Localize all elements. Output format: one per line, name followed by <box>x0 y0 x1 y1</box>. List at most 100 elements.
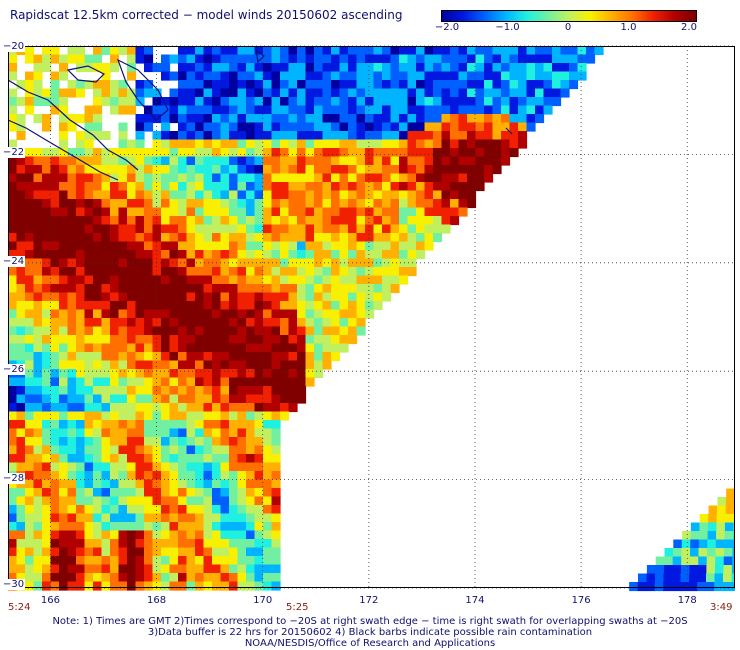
heatmap-cell <box>229 309 239 319</box>
heatmap-cell <box>33 88 43 98</box>
heatmap-cell <box>144 318 154 328</box>
heatmap-cell <box>263 437 273 447</box>
heatmap-cell <box>339 80 349 90</box>
heatmap-cell <box>118 556 128 566</box>
heatmap-cell <box>348 216 358 226</box>
heatmap-cell <box>382 156 392 166</box>
heatmap-cell <box>450 97 460 107</box>
heatmap-cell <box>322 131 332 141</box>
heatmap-cell <box>161 182 171 192</box>
heatmap-cell <box>271 105 281 115</box>
heatmap-cell <box>169 97 179 107</box>
heatmap-cell <box>297 156 307 166</box>
heatmap-cell <box>280 394 290 404</box>
heatmap-cell <box>135 505 145 515</box>
heatmap-cell <box>348 335 358 345</box>
heatmap-cell <box>101 224 111 234</box>
heatmap-cell <box>25 326 35 336</box>
heatmap-cell <box>212 267 222 277</box>
heatmap-cell <box>161 241 171 251</box>
heatmap-cell <box>101 564 111 574</box>
heatmap-cell <box>288 250 298 260</box>
heatmap-cell <box>101 471 111 481</box>
heatmap-cell <box>212 309 222 319</box>
heatmap-cell <box>484 165 494 175</box>
heatmap-cell <box>373 71 383 81</box>
heatmap-cell <box>382 233 392 243</box>
heatmap-cell <box>50 241 60 251</box>
heatmap-cell <box>246 80 256 90</box>
heatmap-cell <box>688 582 698 592</box>
heatmap-cell <box>203 199 213 209</box>
heatmap-cell <box>237 284 247 294</box>
heatmap-cell <box>84 386 94 396</box>
heatmap-cell <box>67 360 77 370</box>
heatmap-cell <box>135 54 145 64</box>
heatmap-cell <box>110 292 120 302</box>
heatmap-cell <box>229 386 239 396</box>
heatmap-cell <box>407 71 417 81</box>
heatmap-cell <box>254 199 264 209</box>
heatmap-cell <box>127 54 137 64</box>
heatmap-cell <box>144 403 154 413</box>
heatmap-cell <box>467 54 477 64</box>
heatmap-cell <box>42 420 52 430</box>
heatmap-cell <box>288 207 298 217</box>
heatmap-cell <box>42 165 52 175</box>
heatmap-cell <box>382 241 392 251</box>
heatmap-cell <box>8 309 18 319</box>
heatmap-cell <box>186 46 196 56</box>
heatmap-cell <box>280 250 290 260</box>
heatmap-cell <box>59 505 69 515</box>
heatmap-cell <box>33 530 43 540</box>
heatmap-cell <box>84 250 94 260</box>
heatmap-cell <box>161 190 171 200</box>
heatmap-cell <box>246 250 256 260</box>
heatmap-cell <box>246 233 256 243</box>
heatmap-cell <box>526 71 536 81</box>
heatmap-cell <box>135 165 145 175</box>
heatmap-cell <box>110 156 120 166</box>
heatmap-cell <box>263 343 273 353</box>
heatmap-cell <box>186 386 196 396</box>
heatmap-cell <box>178 471 188 481</box>
heatmap-cell <box>492 156 502 166</box>
heatmap-cell <box>135 46 145 56</box>
heatmap-cell <box>178 199 188 209</box>
heatmap-cell <box>169 139 179 149</box>
heatmap-cell <box>8 233 18 243</box>
heatmap-cell <box>42 581 52 591</box>
heatmap-cell <box>288 369 298 379</box>
heatmap-cell <box>365 114 375 124</box>
heatmap-cell <box>220 454 230 464</box>
heatmap-cell <box>195 369 205 379</box>
heatmap-cell <box>186 173 196 183</box>
heatmap-cell <box>84 224 94 234</box>
heatmap-cell <box>263 165 273 175</box>
heatmap-cell <box>25 420 35 430</box>
heatmap-cell <box>535 46 545 56</box>
heatmap-cell <box>84 156 94 166</box>
heatmap-cell <box>118 437 128 447</box>
heatmap-cell <box>169 573 179 583</box>
heatmap-cell <box>178 403 188 413</box>
heatmap-cell <box>331 156 341 166</box>
heatmap-cell <box>288 403 298 413</box>
heatmap-cell <box>373 292 383 302</box>
heatmap-cell <box>509 105 519 115</box>
heatmap-cell <box>390 258 400 268</box>
heatmap-cell <box>237 114 247 124</box>
heatmap-cell <box>186 207 196 217</box>
heatmap-cell <box>356 190 366 200</box>
heatmap-cell <box>331 182 341 192</box>
heatmap-cell <box>271 454 281 464</box>
heatmap-cell <box>569 80 579 90</box>
heatmap-cell <box>475 54 485 64</box>
heatmap-cell <box>186 292 196 302</box>
heatmap-cell <box>254 122 264 132</box>
heatmap-cell <box>655 573 665 583</box>
heatmap-cell <box>441 63 451 73</box>
heatmap-cell <box>50 403 60 413</box>
heatmap-cell <box>271 267 281 277</box>
heatmap-cell <box>25 445 35 455</box>
